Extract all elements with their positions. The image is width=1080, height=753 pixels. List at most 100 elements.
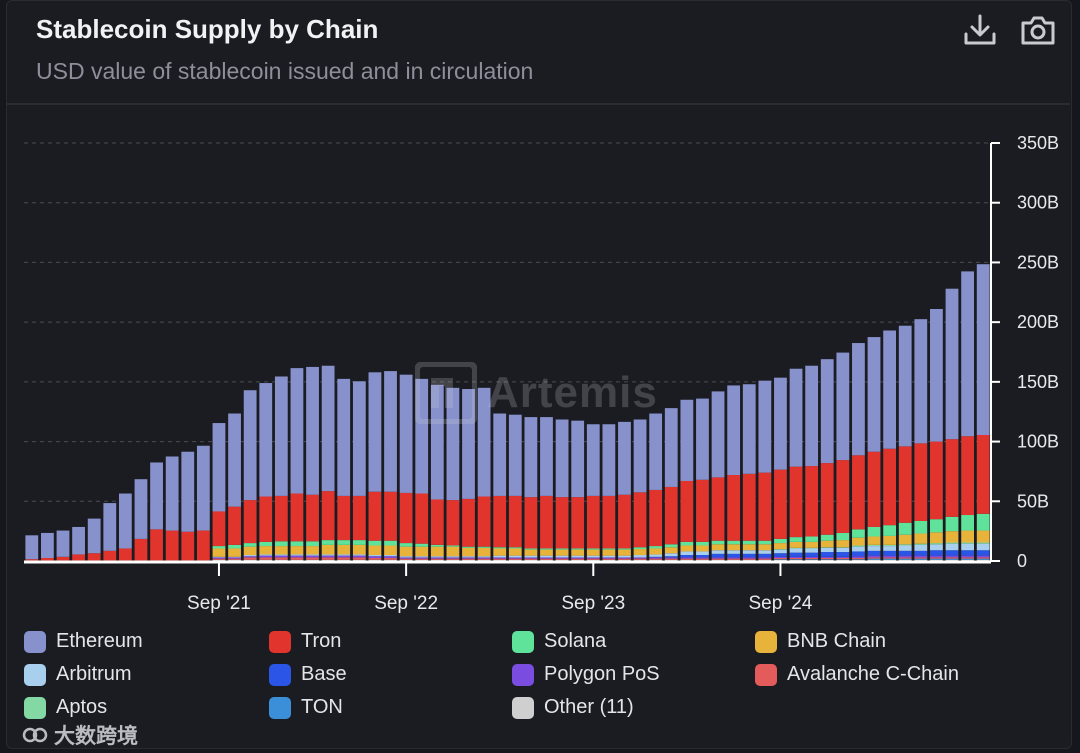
bar-segment [618,549,631,556]
bar-segment [696,557,709,559]
bar-segment [976,558,990,560]
camera-icon[interactable] [1018,12,1058,48]
bar-segment [462,498,475,547]
bar-segment [945,555,959,558]
bar-segment [836,547,850,553]
download-icon[interactable] [960,12,1000,48]
bar-segment [711,550,725,554]
bar-segment [711,558,725,560]
bar-segment [555,559,569,561]
bar-segment [430,384,444,500]
bar-segment [555,497,569,549]
legend-item[interactable]: Base [269,663,347,686]
bar-segment [649,557,663,559]
bar-segment [493,413,507,496]
legend-item[interactable]: Other (11) [512,696,634,719]
bar-segment [321,555,335,558]
bar-segment [898,558,912,560]
legend-item[interactable]: Tron [269,630,341,653]
bar-segment [836,558,850,560]
bar-segment [306,546,319,555]
bar-segment [633,555,647,558]
chart-legend: Ethereum Tron Solana BNB Chain Arbitrum Base P… [24,630,1064,730]
bar-segment [181,451,195,532]
bar-segment [930,309,943,442]
legend-label: Polygon PoS [544,663,660,685]
bar-segment [820,552,834,557]
legend-swatch [269,630,291,653]
legend-item[interactable]: Ethereum [24,630,143,653]
bar-segment [805,558,819,560]
bar-segment [352,544,366,555]
bar-segment [399,559,413,561]
bar-segment [571,555,585,558]
bar-segment [867,546,881,551]
bar-segment [243,500,257,544]
bar-segment [508,557,522,559]
bar-segment [852,537,865,546]
bar-segment [633,492,647,548]
bar-segment [571,548,585,550]
bar-segment [680,480,694,542]
bar-segment [274,555,288,558]
y-tick-label: 200B [1017,312,1059,332]
bar-segment [945,439,959,517]
bar-segment [306,554,319,556]
legend-item[interactable]: Arbitrum [24,663,132,686]
bar-segment [945,559,959,561]
bar-segment [618,559,631,561]
legend-item[interactable]: Aptos [24,696,107,719]
bar-segment [711,391,725,478]
legend-item[interactable]: Polygon PoS [512,663,660,686]
bar-segment [259,496,273,542]
bar-segment [976,542,990,544]
bar-segment [633,549,647,556]
y-tick-label: 0 [1017,551,1027,571]
bar-segment [976,435,990,514]
bar-segment [976,557,990,559]
bar-segment [789,559,803,560]
bar-segment [571,557,585,559]
bar-segment [930,555,943,558]
legend-item[interactable]: Solana [512,630,606,653]
legend-swatch [755,630,777,653]
bar-segment [805,559,819,561]
bar-segment [930,441,943,520]
bar-segment [758,380,772,473]
bar-segment [430,559,444,561]
bar-segment [165,456,179,531]
bar-segment [602,559,616,561]
bar-segment [664,486,678,545]
bar-segment [446,558,460,560]
bar-segment [368,540,382,546]
bar-segment [711,544,725,551]
bar-segment [898,557,912,559]
bar-segment [789,547,803,549]
bar-segment [368,545,382,556]
bar-segment [430,546,444,557]
legend-item[interactable]: Avalanche C-Chain [755,663,959,686]
bar-segment [540,495,553,549]
bar-segment [196,445,210,531]
y-tick-label: 50B [1017,491,1049,511]
bar-segment [586,559,600,561]
bar-segment [961,436,974,516]
bar-segment [25,535,39,560]
bar-segment [898,559,912,561]
bar-segment [774,558,787,560]
bar-segment [758,557,772,559]
watermark-text: Artemis [487,368,658,417]
bar-segment [493,558,507,560]
bar-segment [321,557,335,560]
legend-item[interactable]: TON [269,696,343,719]
bar-segment [415,546,429,557]
bar-segment [664,559,678,561]
legend-swatch [512,696,534,719]
bar-segment [586,548,600,550]
bar-segment [586,424,600,496]
legend-item[interactable]: BNB Chain [755,630,886,653]
bar-segment [649,559,663,561]
chart-title: Stablecoin Supply by Chain [36,14,379,44]
bar-segment [914,544,928,551]
bar-segment [555,557,569,559]
